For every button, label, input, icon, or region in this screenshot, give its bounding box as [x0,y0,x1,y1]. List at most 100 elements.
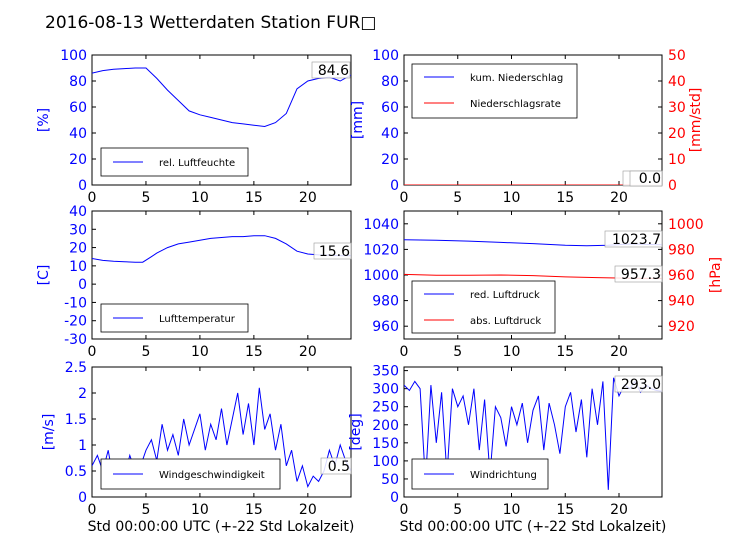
y2-tick-label: 940 [668,294,695,310]
y-axis-label: [deg] [348,413,364,450]
x-tick-label: 0 [88,344,97,360]
y-tick-label: 1.5 [65,412,87,428]
y-tick-label: 20 [69,152,87,168]
legend-label: red. Luftdruck [470,290,540,301]
y-tick-label: 30 [69,222,87,238]
x-tick-label: 20 [610,190,628,206]
y-tick-label: -10 [64,295,87,311]
y2-tick-label: 50 [668,48,686,64]
value-annotation-box [320,457,352,475]
y-tick-label: 2 [78,386,87,402]
y-tick-label: 100 [372,48,399,64]
value-annotation-box [614,375,663,393]
y2-axis-label: [mm/std] [688,88,704,153]
legend-box [411,280,556,334]
x-tick-label: 10 [191,344,209,360]
x-tick-label: 0 [400,502,409,518]
x-tick-label: 5 [453,502,462,518]
x-tick-label: 15 [556,502,574,518]
value-annotation-box [614,265,663,283]
legend-label: Windgeschwindigkeit [159,470,265,481]
y-tick-label: 80 [381,74,399,90]
panel-windspeed: 0 5 10 15 20 0 0.5 1 1.5 2 2.5 [m/s] Windgeschwindig… [41,360,352,518]
y-axis-label: [%] [36,108,52,132]
x-tick-label: 15 [556,190,574,206]
x-tick-label: 0 [88,502,97,518]
x-tick-label: 5 [141,502,150,518]
y-tick-label: 0 [390,178,399,194]
value-annotation-box [604,230,663,248]
y-axis-label: [mm] [350,101,366,139]
y-tick-label: 100 [372,454,399,470]
x-tick-label: 20 [610,344,628,360]
y-tick-label: 0 [78,490,87,506]
x-tick-label: 20 [610,502,628,518]
y-tick-label: 0.5 [65,464,87,480]
y-tick-label: 60 [381,100,399,116]
y-tick-label: 40 [381,126,399,142]
panel-humidity: 0 5 10 15 20 0 20 40 60 80 100 [%] rel. Luftfeuchte 8… [36,48,352,206]
y2-tick-label: 10 [668,152,686,168]
y-tick-label: 1 [78,438,87,454]
value-annotation-box [313,242,352,260]
y2-tick-label: 30 [668,100,686,116]
legend-box [411,63,578,119]
y2-tick-label: 1000 [668,217,704,233]
y-tick-label: 40 [69,126,87,142]
value-annotation: 15.6 [319,244,350,260]
y2-tick-label: 960 [668,268,695,284]
figure-title: 2016-08-13 Wetterdaten Station FUR□ [45,13,376,33]
x-tick-label: 15 [245,344,263,360]
x-tick-label: 15 [245,502,263,518]
y-tick-label: 150 [372,436,399,452]
x-tick-label: 20 [299,344,317,360]
y-tick-label: 10 [69,259,87,275]
x-tick-label: 10 [503,344,521,360]
x-tick-label: 15 [556,344,574,360]
x-tick-label: 10 [191,502,209,518]
panel-precipitation: 0 5 10 15 20 0 20 40 60 80 100 0 10 20 30 40 50 [mm] [mm/s… [350,48,704,206]
value-annotation: 1023.7 [612,232,661,248]
y-tick-label: 350 [372,364,399,380]
y-tick-label: 0 [78,277,87,293]
value-annotation: 0.5 [328,459,350,475]
x-tick-label: 10 [503,502,521,518]
x-tick-label: 10 [191,190,209,206]
y2-axis-label: [hPa] [708,257,724,293]
y-tick-label: 40 [69,204,87,220]
y-tick-label: 0 [390,490,399,506]
y-axis-label: [C] [36,265,52,286]
value-annotation: 0.0 [639,171,661,187]
y2-tick-label: 0 [668,178,677,194]
legend-box [411,458,549,490]
series-line-rel-luftfeuchte [92,67,351,128]
y2-tick-label: 40 [668,74,686,90]
y-tick-label: 20 [381,152,399,168]
legend-label: rel. Luftfeuchte [159,158,235,169]
y-tick-label: 1020 [363,242,399,258]
x-axis-label-right: Std 00:00:00 UTC (+-22 Std Lokalzeit) [400,519,667,535]
y-tick-label: 60 [69,100,87,116]
y-axis-label: [m/s] [41,414,57,451]
y-tick-label: 980 [372,294,399,310]
x-tick-label: 5 [453,344,462,360]
legend-label: Lufttemperatur [159,314,236,325]
value-annotation-box [311,61,351,79]
value-annotation-box [629,170,663,187]
y-tick-label: 0 [78,178,87,194]
legend-label: Windrichtung [470,470,537,481]
series-line-lufttemperatur [92,235,351,263]
y2-tick-label: 980 [668,242,695,258]
y-tick-label: 20 [69,241,87,257]
y2-tick-label: 920 [668,319,695,335]
legend-label: kum. Niederschlag [470,73,563,84]
x-tick-label: 5 [141,344,150,360]
x-tick-label: 10 [503,190,521,206]
y-tick-label: 200 [372,418,399,434]
y-tick-label: 50 [381,472,399,488]
y-tick-label: -20 [64,314,87,330]
x-tick-label: 0 [400,190,409,206]
x-tick-label: 20 [299,502,317,518]
panel-pressure: 0 5 10 15 20 960 980 1000 1020 1040 920 940 960 980 10… [363,210,724,360]
